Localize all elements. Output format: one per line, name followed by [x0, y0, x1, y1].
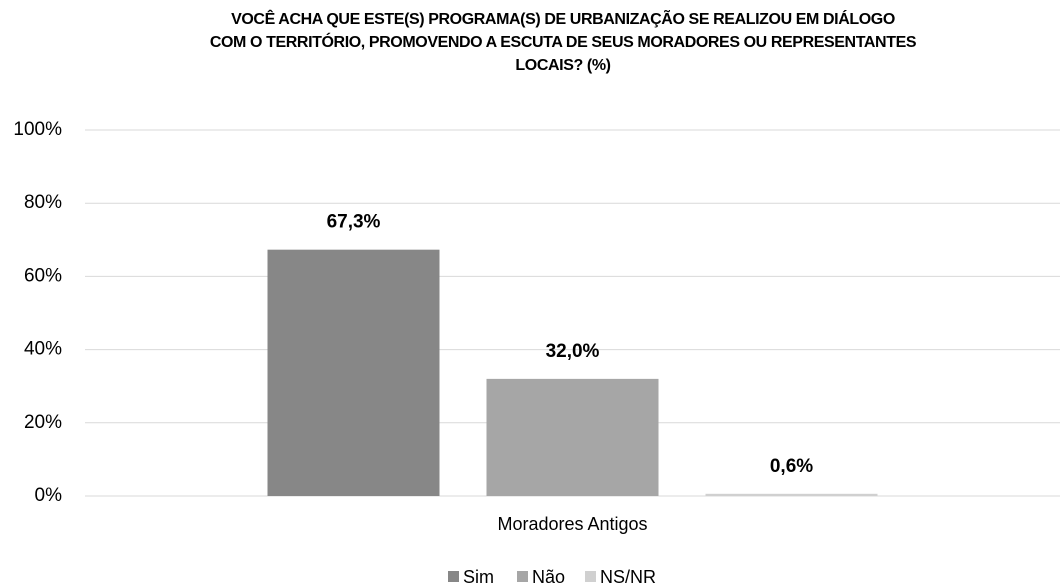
chart-title: VOCÊ ACHA QUE ESTE(S) PROGRAMA(S) DE URB… [231, 8, 895, 28]
bar [705, 493, 878, 496]
chart-title: LOCAIS? (%) [515, 57, 610, 74]
y-tick-label: 0% [35, 485, 63, 506]
y-tick-label: 20% [24, 412, 62, 433]
value-label: 67,3% [327, 212, 381, 233]
y-tick-label: 40% [24, 339, 62, 360]
x-tick-label: Moradores Antigos [497, 514, 647, 534]
value-label: 32,0% [546, 341, 600, 362]
bar [267, 249, 440, 496]
legend-swatch [448, 571, 459, 582]
chart-title: COM O TERRITÓRIO, PROMOVENDO A ESCUTA DE… [210, 32, 917, 51]
bar [486, 378, 659, 496]
legend-label: Sim [463, 567, 494, 587]
legend-swatch [585, 571, 596, 582]
y-tick-label: 100% [13, 119, 62, 140]
value-label: 0,6% [770, 456, 813, 477]
legend-label: Não [532, 567, 565, 587]
y-tick-label: 80% [24, 192, 62, 213]
y-tick-label: 60% [24, 265, 62, 286]
legend-swatch [517, 571, 528, 582]
legend-label: NS/NR [600, 567, 656, 587]
